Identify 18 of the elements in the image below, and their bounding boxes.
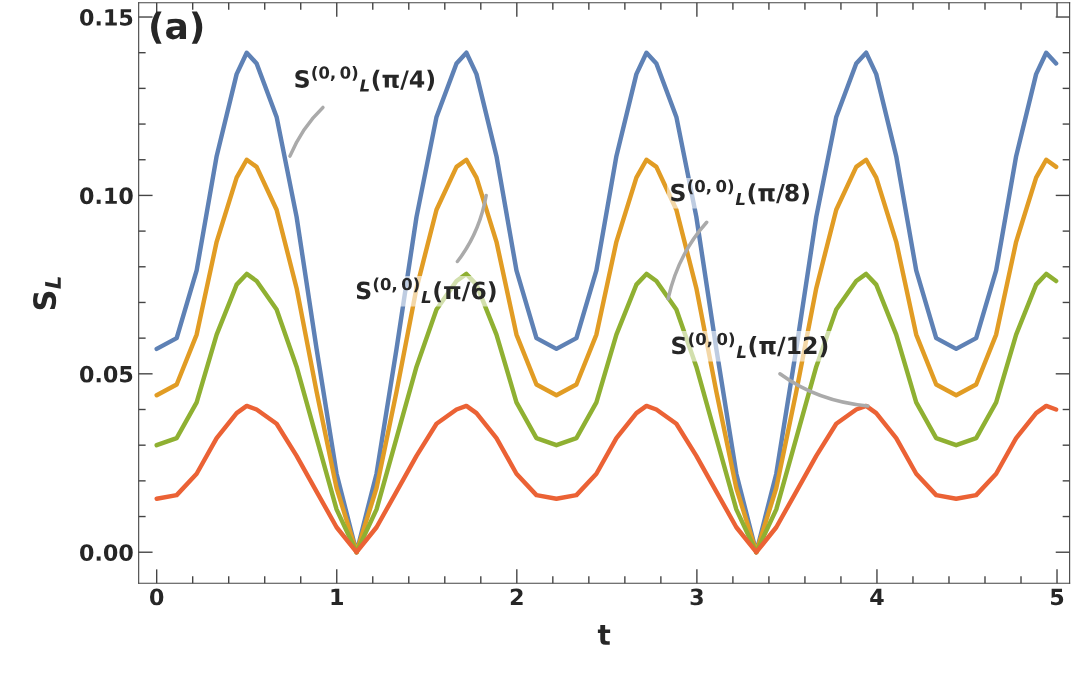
annotation: S$^{(0,0)}$$_{L}$(π/4) xyxy=(295,66,435,92)
x-tick-label: 1 xyxy=(331,588,343,606)
annotation: S$^{(0,0)}$$_{L}$(π/6) xyxy=(356,277,496,303)
annotation: S$^{(0,0)}$$_{L}$(π/12) xyxy=(672,332,828,358)
y-tick-label: 0.00 xyxy=(80,544,133,561)
y-tick-label: 0.10 xyxy=(80,187,133,205)
x-tick-label: 3 xyxy=(690,588,703,606)
x-tick-label: 4 xyxy=(870,588,884,606)
y-axis-title: S$_{L}$ xyxy=(33,277,61,310)
annotation: (a) xyxy=(151,11,203,44)
y-tick-label: 0.15 xyxy=(80,8,133,26)
y-tick-label: 0.05 xyxy=(80,365,133,383)
annotation: S$^{(0,0)}$$_{L}$(π/8) xyxy=(671,179,809,206)
x-tick-label: 2 xyxy=(510,588,523,606)
x-axis-title: t xyxy=(597,625,611,645)
x-tick-label: 0 xyxy=(150,588,164,606)
x-tick-label: 5 xyxy=(1051,588,1064,606)
line-series xyxy=(154,403,1059,555)
